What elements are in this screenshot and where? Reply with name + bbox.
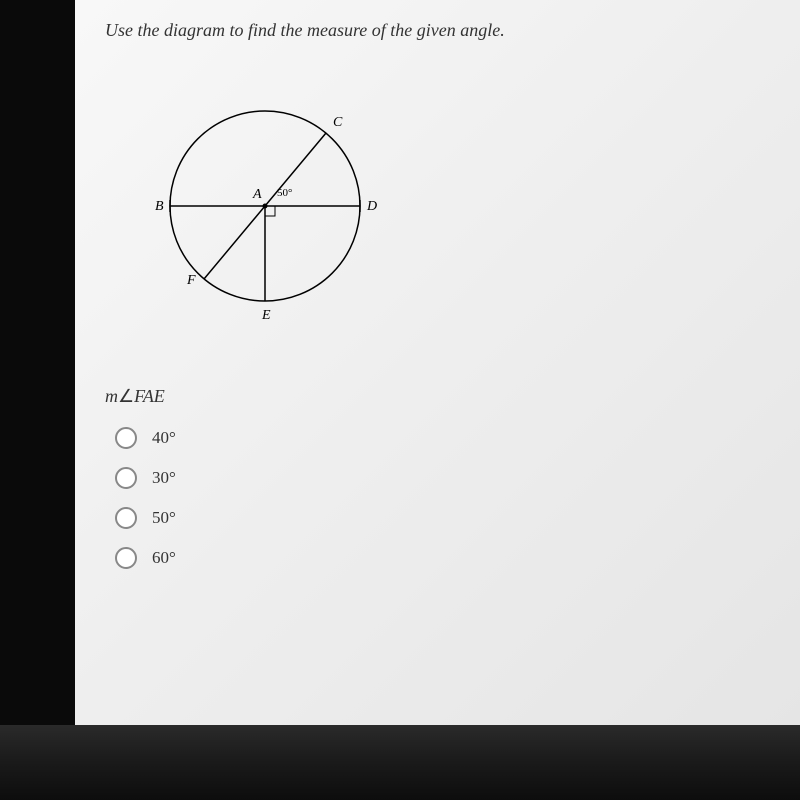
option-3-label: 50° — [152, 508, 176, 528]
tablet-bezel-bottom — [0, 725, 800, 800]
radio-4[interactable] — [115, 547, 137, 569]
radio-3[interactable] — [115, 507, 137, 529]
angle-name: FAE — [134, 386, 165, 406]
line-AF — [204, 206, 265, 279]
question-prefix: m — [105, 386, 118, 406]
radio-1[interactable] — [115, 427, 137, 449]
tablet-bezel-left — [0, 0, 75, 800]
line-AC — [265, 133, 326, 206]
option-2[interactable]: 30° — [115, 467, 770, 489]
label-D: D — [366, 199, 377, 214]
option-4[interactable]: 60° — [115, 547, 770, 569]
label-E: E — [261, 308, 271, 323]
circle-diagram: A B C D E F 50° — [115, 66, 415, 346]
angle-50-label: 50° — [277, 187, 292, 199]
label-A: A — [252, 187, 262, 202]
label-C: C — [333, 115, 343, 130]
diagram-svg: A B C D E F 50° — [115, 66, 415, 346]
label-F: F — [186, 273, 196, 288]
radio-2[interactable] — [115, 467, 137, 489]
instruction-text: Use the diagram to find the measure of t… — [105, 20, 770, 41]
option-2-label: 30° — [152, 468, 176, 488]
option-3[interactable]: 50° — [115, 507, 770, 529]
question-text: m∠FAE — [105, 386, 770, 407]
label-B: B — [155, 199, 164, 214]
option-1[interactable]: 40° — [115, 427, 770, 449]
option-1-label: 40° — [152, 428, 176, 448]
answer-options: 40° 30° 50° 60° — [115, 427, 770, 569]
problem-screen: Use the diagram to find the measure of t… — [75, 0, 800, 725]
angle-symbol: ∠ — [118, 386, 134, 406]
option-4-label: 60° — [152, 548, 176, 568]
